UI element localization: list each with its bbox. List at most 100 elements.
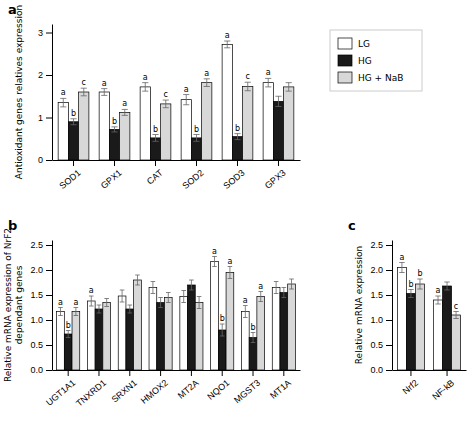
error-cap [135,275,140,276]
tick-label: 2.0 [370,265,383,275]
bar [180,297,188,371]
error-bar [282,288,287,298]
error-cap [251,342,256,343]
error-line [260,292,261,302]
x-tick: GPX1 [99,160,124,191]
error-cap [189,290,194,291]
error-bar [286,83,292,92]
bar [79,92,89,160]
bars [58,41,294,160]
significance-letter: a [204,69,209,78]
tick-label: SOD1 [57,168,82,191]
bar [218,330,226,370]
y-axis-title: Antioxidant genes relatives expression [14,5,24,179]
error-line [63,98,64,107]
error-cap [151,281,156,282]
error-bar [127,305,132,313]
bar [415,284,424,370]
y-tick: 1.0 [370,315,392,325]
error-cap [289,289,294,290]
tick-label: 2 [38,70,43,80]
axis-line [52,241,53,371]
error-bar [399,263,404,273]
y-tick: 3 [38,28,52,38]
tick-mark [278,160,279,166]
error-bar [453,312,458,319]
error-cap [453,318,458,319]
panel: aabbc0.00.51.01.52.02.5Nrf2NF-kBRelative… [348,218,467,402]
tick-label: 1.5 [30,290,43,300]
error-line [114,127,115,132]
bar [188,285,196,370]
error-bar [66,331,71,338]
error-line [137,275,138,285]
bar [241,312,249,371]
tick-mark [222,370,223,376]
error-line [447,282,448,290]
error-line [283,288,284,298]
significance-letter: b [66,321,71,330]
error-line [253,333,254,343]
legend-swatch [338,38,352,49]
error-cap [258,291,263,292]
error-line [168,293,169,303]
error-cap [243,317,248,318]
error-cap [152,134,158,135]
tick-label: 1 [38,113,43,123]
error-cap [81,95,87,96]
bar [249,338,257,371]
tick-label: SOD2 [180,168,205,191]
axis-line [53,160,301,161]
error-cap [166,302,171,303]
error-cap [181,290,186,291]
error-cap [81,88,87,89]
error-bar [220,324,225,336]
bars [57,257,296,371]
bar [103,303,111,371]
bar [226,273,234,371]
axis-line [393,370,467,371]
tick-mark [386,345,392,346]
error-cap [74,307,79,308]
error-bar [104,299,109,307]
error-cap [89,306,94,307]
legend-label: LG [358,39,370,49]
error-bar [74,308,79,316]
error-cap [163,100,169,101]
bar [118,296,126,370]
error-cap [444,290,449,291]
error-cap [453,311,458,312]
error-line [206,79,207,87]
error-bar [163,100,169,108]
bar [140,87,150,160]
error-cap [111,131,117,132]
error-cap [417,289,422,290]
error-cap [135,285,140,286]
significance-letter: a [184,85,189,94]
bar [120,112,130,160]
error-bar [435,296,440,304]
error-cap [275,106,281,107]
significance-letter: b [235,124,240,133]
error-bar [97,305,102,313]
error-cap [289,279,294,280]
error-bar [111,127,117,132]
bar [273,101,283,160]
error-bar [101,89,107,96]
error-cap [228,266,233,267]
tick-label: 1.0 [370,315,383,325]
error-line [199,297,200,309]
error-cap [101,88,107,89]
bar [164,298,172,371]
tick-mark [46,270,52,271]
error-cap [224,47,230,48]
bar [284,87,294,160]
error-cap [60,106,66,107]
error-line [268,78,269,87]
error-cap [181,302,186,303]
y-axis: 0.00.51.01.52.02.5 [30,240,52,375]
x-tick: MT1A [268,370,293,401]
error-cap [163,107,169,108]
tick-mark [73,160,74,166]
x-tick: HMOX2 [139,370,170,406]
